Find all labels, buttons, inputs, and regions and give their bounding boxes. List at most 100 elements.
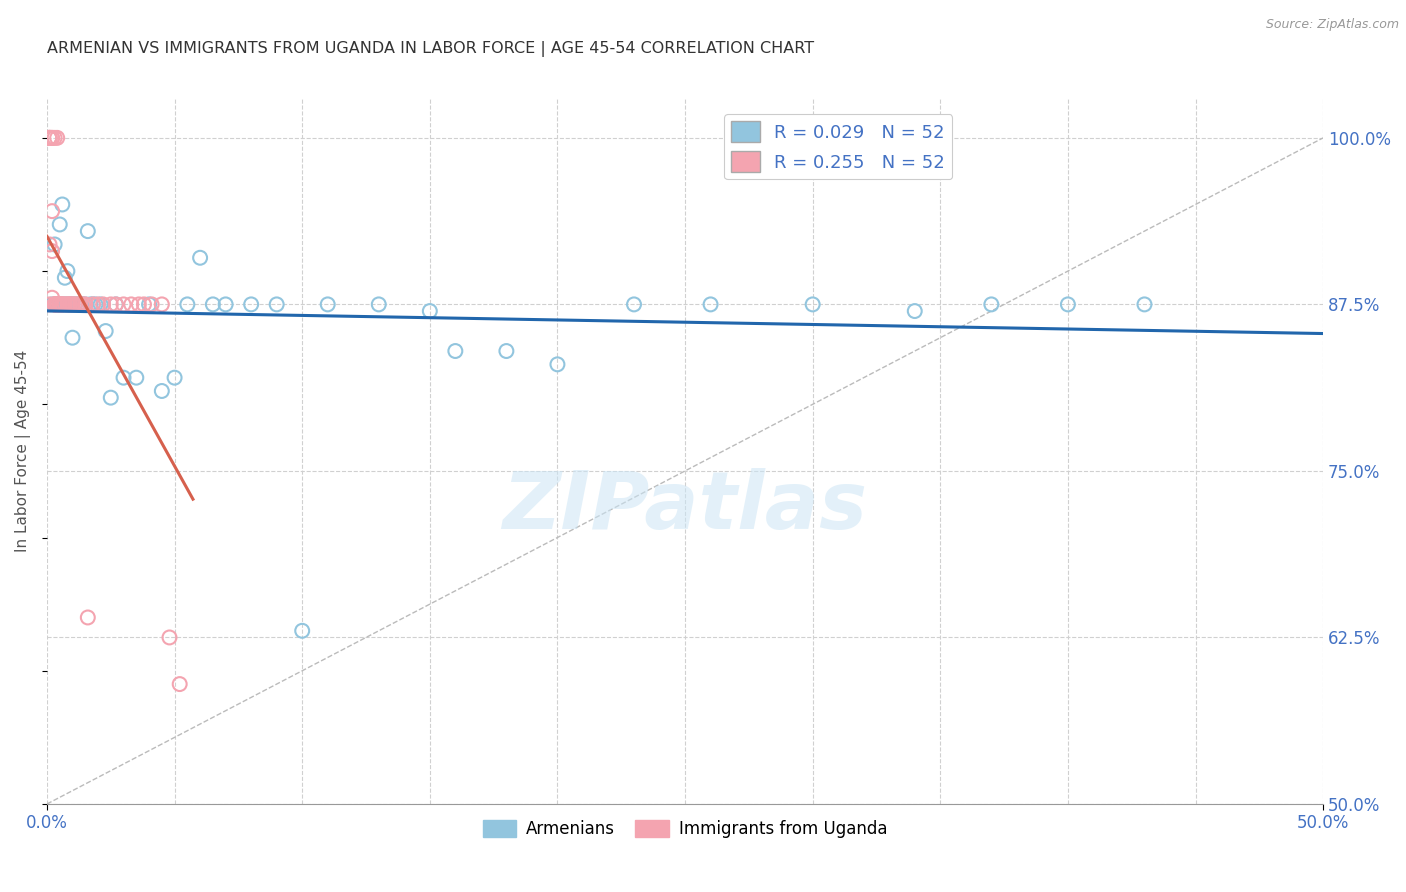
- Point: [69, 297, 91, 311]
- Point: [56, 264, 79, 278]
- Point: [38, 237, 60, 252]
- Point: [56, 297, 79, 311]
- Point: [201, 297, 224, 311]
- Point: [48, 297, 70, 311]
- Point: [240, 297, 263, 311]
- Point: [79, 297, 101, 311]
- Point: [62, 331, 84, 345]
- Point: [138, 297, 160, 311]
- Point: [90, 297, 112, 311]
- Point: [53, 297, 76, 311]
- Point: [44, 297, 66, 311]
- Point: [132, 297, 155, 311]
- Point: [56, 297, 79, 311]
- Point: [51, 297, 73, 311]
- Point: [141, 297, 163, 311]
- Point: [51, 297, 73, 311]
- Point: [1133, 297, 1156, 311]
- Point: [41, 297, 63, 311]
- Point: [104, 297, 127, 311]
- Point: [316, 297, 339, 311]
- Point: [112, 370, 135, 384]
- Point: [176, 297, 198, 311]
- Point: [41, 291, 63, 305]
- Point: [188, 251, 211, 265]
- Point: [48, 297, 70, 311]
- Point: [72, 297, 94, 311]
- Point: [169, 677, 191, 691]
- Point: [38, 131, 60, 145]
- Point: [69, 297, 91, 311]
- Point: [100, 297, 122, 311]
- Point: [51, 297, 73, 311]
- Point: [82, 297, 104, 311]
- Point: [51, 197, 73, 211]
- Point: [125, 370, 148, 384]
- Point: [150, 384, 173, 398]
- Point: [66, 297, 89, 311]
- Point: [1057, 297, 1080, 311]
- Point: [128, 297, 150, 311]
- Point: [44, 297, 66, 311]
- Point: [51, 297, 73, 311]
- Point: [53, 297, 76, 311]
- Point: [62, 297, 84, 311]
- Point: [44, 297, 66, 311]
- Point: [367, 297, 389, 311]
- Point: [159, 631, 181, 645]
- Point: [56, 297, 79, 311]
- Point: [163, 370, 186, 384]
- Point: [59, 297, 82, 311]
- Point: [38, 131, 60, 145]
- Point: [546, 357, 568, 371]
- Point: [84, 297, 107, 311]
- Point: [444, 344, 467, 359]
- Point: [699, 297, 721, 311]
- Point: [41, 244, 63, 259]
- Point: [46, 297, 69, 311]
- Point: [48, 297, 70, 311]
- Point: [62, 297, 84, 311]
- Point: [46, 131, 69, 145]
- Point: [980, 297, 1002, 311]
- Text: ZIPatlas: ZIPatlas: [502, 468, 868, 547]
- Point: [46, 297, 69, 311]
- Point: [91, 297, 114, 311]
- Point: [46, 297, 69, 311]
- Point: [59, 297, 82, 311]
- Point: [41, 204, 63, 219]
- Text: Source: ZipAtlas.com: Source: ZipAtlas.com: [1265, 18, 1399, 31]
- Point: [214, 297, 236, 311]
- Point: [48, 297, 70, 311]
- Point: [112, 297, 135, 311]
- Point: [104, 297, 127, 311]
- Point: [44, 297, 66, 311]
- Point: [87, 297, 110, 311]
- Point: [75, 297, 97, 311]
- Point: [46, 297, 69, 311]
- Point: [62, 297, 84, 311]
- Point: [38, 131, 60, 145]
- Point: [63, 297, 86, 311]
- Point: [904, 304, 927, 318]
- Point: [100, 391, 122, 405]
- Point: [66, 297, 89, 311]
- Point: [266, 297, 288, 311]
- Point: [76, 610, 98, 624]
- Point: [44, 237, 66, 252]
- Point: [419, 304, 441, 318]
- Text: ARMENIAN VS IMMIGRANTS FROM UGANDA IN LABOR FORCE | AGE 45-54 CORRELATION CHART: ARMENIAN VS IMMIGRANTS FROM UGANDA IN LA…: [46, 41, 814, 57]
- Point: [801, 297, 824, 311]
- Point: [44, 131, 66, 145]
- Point: [63, 297, 86, 311]
- Point: [41, 131, 63, 145]
- Point: [48, 218, 70, 232]
- Point: [150, 297, 173, 311]
- Point: [94, 324, 117, 338]
- Y-axis label: In Labor Force | Age 45-54: In Labor Force | Age 45-54: [15, 350, 31, 552]
- Point: [291, 624, 314, 638]
- Point: [623, 297, 645, 311]
- Point: [82, 297, 104, 311]
- Point: [38, 297, 60, 311]
- Point: [59, 297, 82, 311]
